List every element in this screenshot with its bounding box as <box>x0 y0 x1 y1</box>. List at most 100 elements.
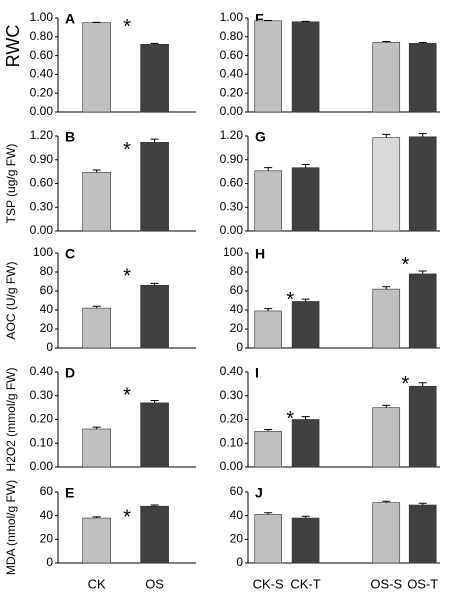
panel-label: D <box>65 365 75 381</box>
y-tick-label: 0.40 <box>30 67 54 81</box>
bar <box>372 502 401 564</box>
error-bar <box>418 502 427 506</box>
y-tick-label: 0.10 <box>220 435 244 449</box>
bar <box>140 142 169 232</box>
y-tick-label: 0.20 <box>220 85 244 99</box>
x-tick-label: CK-T <box>290 576 320 591</box>
annotation: * <box>123 507 131 529</box>
error-bar <box>150 282 159 286</box>
bar <box>291 21 320 113</box>
bar <box>254 310 282 349</box>
error-bar <box>264 308 273 311</box>
y-tick-label: 0.00 <box>220 459 244 473</box>
y-tick-label: 0.30 <box>30 388 54 402</box>
y-tick-label: 0.00 <box>220 104 244 118</box>
y-tick-label: 20 <box>40 532 54 546</box>
panel-label: I <box>255 365 259 381</box>
y-axis-label: TSP (ug/g FW) <box>4 144 18 224</box>
y-tick-label: 1.00 <box>30 10 54 24</box>
annotation: * <box>286 289 294 311</box>
panel-label: A <box>65 11 75 27</box>
error-bar <box>92 169 101 173</box>
bar <box>291 419 320 468</box>
y-tick-label: 1.20 <box>30 128 54 142</box>
y-tick-label: 40 <box>230 302 244 316</box>
y-axis-label: RWC <box>3 25 23 68</box>
y-tick-label: 0.40 <box>30 364 54 378</box>
annotation: * <box>286 408 294 430</box>
bar <box>82 307 111 349</box>
y-tick-label: 1.00 <box>220 10 244 24</box>
bar <box>372 288 401 349</box>
y-tick-label: 0.80 <box>220 29 244 43</box>
bar <box>372 42 401 113</box>
y-tick-label: 60 <box>230 283 244 297</box>
annotation: * <box>402 373 410 395</box>
bar <box>408 504 437 564</box>
y-tick-label: 0.60 <box>30 48 54 62</box>
bar <box>82 172 111 232</box>
y-tick-label: 0.60 <box>220 176 244 190</box>
y-axis-label: AOC (U/g FW) <box>4 262 18 340</box>
bar <box>408 136 437 232</box>
bar <box>408 273 437 349</box>
error-bar <box>301 515 310 519</box>
y-tick-label: 40 <box>40 302 54 316</box>
error-bar <box>382 286 391 290</box>
y-tick-label: 40 <box>230 508 244 522</box>
y-tick-label: 0.30 <box>30 199 54 213</box>
y-tick-label: 0 <box>46 555 53 569</box>
y-tick-label: 0.00 <box>30 223 54 237</box>
y-tick-label: 80 <box>40 264 54 278</box>
panel-label: E <box>65 485 74 501</box>
x-tick-label: OS <box>145 576 164 591</box>
error-bar <box>382 500 391 503</box>
y-tick-label: 0.20 <box>220 412 244 426</box>
error-bar <box>150 504 159 507</box>
error-bar <box>418 270 427 274</box>
y-axis-label: H2O2 (mmol/g FW) <box>4 367 18 471</box>
bar <box>254 514 282 564</box>
bar <box>408 385 437 468</box>
bar <box>291 167 320 232</box>
y-tick-label: 60 <box>40 283 54 297</box>
y-tick-label: 20 <box>230 321 244 335</box>
bar <box>372 407 401 468</box>
panel-label: H <box>255 246 265 262</box>
y-tick-label: 0.90 <box>30 152 54 166</box>
y-axis-label: MDA (nmol/g FW) <box>4 480 18 575</box>
panel-label: B <box>65 129 75 145</box>
y-tick-label: 80 <box>230 264 244 278</box>
y-tick-label: 0.90 <box>220 152 244 166</box>
error-bar <box>264 428 273 432</box>
y-tick-label: 20 <box>230 532 244 546</box>
error-bar <box>92 305 101 309</box>
annotation: * <box>123 16 131 38</box>
error-bar <box>150 42 159 45</box>
bar <box>140 402 169 468</box>
bar <box>140 505 169 564</box>
error-bar <box>418 133 427 137</box>
bar <box>82 517 111 564</box>
y-tick-label: 0.20 <box>30 85 54 99</box>
y-tick-label: 0.40 <box>220 364 244 378</box>
panel-label: G <box>255 129 266 145</box>
annotation: * <box>123 139 131 161</box>
y-tick-label: 0.60 <box>30 176 54 190</box>
y-tick-label: 0 <box>236 555 243 569</box>
y-tick-label: 0.80 <box>30 29 54 43</box>
y-tick-label: 0.30 <box>220 388 244 402</box>
y-tick-label: 0.30 <box>220 199 244 213</box>
y-tick-label: 0.00 <box>220 223 244 237</box>
y-tick-label: 100 <box>33 245 53 259</box>
y-tick-label: 40 <box>40 508 54 522</box>
error-bar <box>301 164 310 168</box>
annotation: * <box>123 265 131 287</box>
bar <box>82 22 111 113</box>
panel-label: F <box>255 11 264 27</box>
y-tick-label: 60 <box>230 484 244 498</box>
bar <box>254 431 282 468</box>
error-bar <box>150 138 159 143</box>
y-tick-label: 0 <box>46 340 53 354</box>
